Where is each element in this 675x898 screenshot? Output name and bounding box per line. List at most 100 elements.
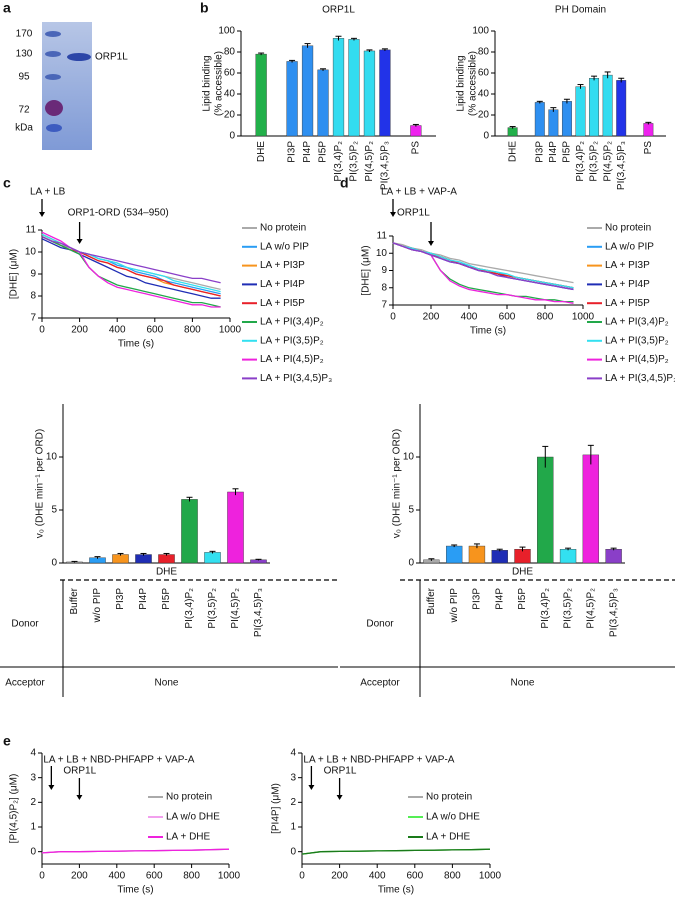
- y-axis-label: [DHE] (μM): [361, 245, 372, 295]
- category-label: PI3P: [115, 588, 126, 610]
- x-tick-label: 0: [390, 312, 396, 323]
- gel-band: [45, 31, 61, 37]
- row-label: Donor: [366, 619, 394, 630]
- bar: [317, 69, 329, 137]
- x-axis-label: Time (s): [378, 885, 414, 896]
- series-line: [41, 848, 230, 854]
- legend-label: LA + PI(3,4)P₂: [260, 317, 324, 328]
- row-label: Acceptor: [360, 678, 400, 689]
- category-label: PI(4,5)P₂: [230, 588, 241, 629]
- panel-label: b: [200, 0, 209, 16]
- category-label: PI(3,4)P₂: [540, 588, 551, 629]
- legend-label: No protein: [260, 223, 306, 234]
- category-label: PS: [411, 141, 422, 155]
- x-tick-label: 600: [406, 871, 423, 882]
- acceptor-value: None: [155, 678, 179, 689]
- y-tick-label: 0: [408, 558, 414, 569]
- y-tick-label: 9: [30, 269, 36, 280]
- bar: [158, 554, 175, 564]
- bar: [559, 549, 577, 564]
- chart-title: ORP1L: [322, 5, 355, 16]
- bar: [379, 49, 391, 137]
- category-label: Buffer: [426, 587, 437, 614]
- y-tick-label: 60: [224, 68, 236, 79]
- legend-label: LA + PI(3,4,5)P₃: [605, 373, 675, 384]
- category-label: PI(3,5)P₂: [589, 141, 600, 182]
- x-tick-label: 600: [146, 325, 163, 336]
- y-axis-label: [DHE] (μM): [9, 249, 20, 299]
- bar: [301, 45, 314, 137]
- category-label: PI(3,5)P₂: [207, 588, 218, 629]
- bar: [616, 80, 627, 137]
- legend-label: LA w/o DHE: [426, 812, 480, 823]
- category-label: Buffer: [69, 587, 80, 614]
- bar: [112, 554, 129, 564]
- annotation-arrowhead: [76, 239, 83, 244]
- gel-band-label: ORP1L: [95, 52, 128, 63]
- y-tick-label: 0: [30, 846, 36, 857]
- bar: [135, 554, 152, 564]
- y-tick-label: 80: [478, 47, 490, 58]
- row-label: Donor: [11, 619, 39, 630]
- acceptor-value: None: [511, 678, 535, 689]
- y-tick-label: 4: [30, 748, 36, 759]
- y-axis-label: [PI(4,5)P₂] (μM): [9, 774, 20, 844]
- x-tick-label: 800: [183, 871, 200, 882]
- x-axis-label: Time (s): [118, 339, 154, 350]
- x-tick-label: 0: [299, 871, 305, 882]
- bar: [602, 74, 613, 137]
- x-tick-label: 600: [146, 871, 163, 882]
- y-tick-label: 1: [30, 822, 36, 833]
- annotation: LA + LB: [30, 187, 66, 198]
- category-label: PI3P: [287, 141, 298, 163]
- legend-label: LA + PI(3,4,5)P₃: [260, 373, 332, 384]
- x-tick-label: 1000: [218, 871, 241, 882]
- y-axis-label: (% accessible): [214, 51, 225, 116]
- y-tick-label: 7: [30, 313, 36, 324]
- y-tick-label: 8: [381, 282, 387, 293]
- legend-label: No protein: [426, 792, 472, 803]
- bar: [363, 50, 376, 137]
- bar: [534, 102, 545, 137]
- bar: [348, 39, 360, 137]
- legend-label: LA w/o PIP: [605, 241, 654, 252]
- bar: [582, 454, 600, 564]
- annotation-arrowhead: [390, 212, 396, 217]
- legend-label: LA + PI(3,4)P₂: [605, 317, 669, 328]
- category-label: PI(3,4,5)P₃: [380, 141, 391, 190]
- y-axis-label: v₀ (DHE min⁻¹ per ORD): [35, 429, 46, 538]
- gel-unit: kDa: [15, 123, 33, 134]
- annotation-arrowhead: [428, 241, 434, 246]
- gel-band: [45, 100, 63, 116]
- y-tick-label: 0: [483, 131, 489, 142]
- legend-label: LA + PI(4,5)P₂: [260, 354, 324, 365]
- legend-label: LA + PI5P: [260, 298, 305, 309]
- gel-band: [67, 53, 91, 61]
- legend-label: LA + DHE: [426, 832, 471, 843]
- y-tick-label: 100: [472, 26, 489, 37]
- y-tick-label: 4: [290, 748, 296, 759]
- bar: [537, 456, 554, 564]
- series-line: [41, 233, 221, 297]
- y-axis-label: [PI4P] (μM): [271, 783, 282, 834]
- x-tick-label: 1000: [219, 325, 242, 336]
- y-tick-label: 2: [290, 797, 296, 808]
- legend-label: No protein: [166, 792, 212, 803]
- annotation: LA + LB + NBD-PHFAPP + VAP-A: [43, 755, 194, 766]
- bar: [445, 545, 463, 564]
- gel-band: [45, 51, 61, 57]
- y-tick-label: 11: [377, 231, 388, 242]
- y-axis-label: (% accessible): [468, 51, 479, 116]
- bar: [286, 61, 298, 137]
- bar: [181, 499, 198, 564]
- y-tick-label: 80: [224, 47, 236, 58]
- legend-label: LA w/o DHE: [166, 812, 220, 823]
- y-tick-label: 10: [403, 452, 415, 463]
- y-tick-label: 1: [290, 822, 296, 833]
- x-tick-label: 200: [423, 312, 440, 323]
- panel-label: e: [3, 733, 11, 749]
- category-label: PI5P: [318, 141, 329, 163]
- bar: [410, 125, 422, 137]
